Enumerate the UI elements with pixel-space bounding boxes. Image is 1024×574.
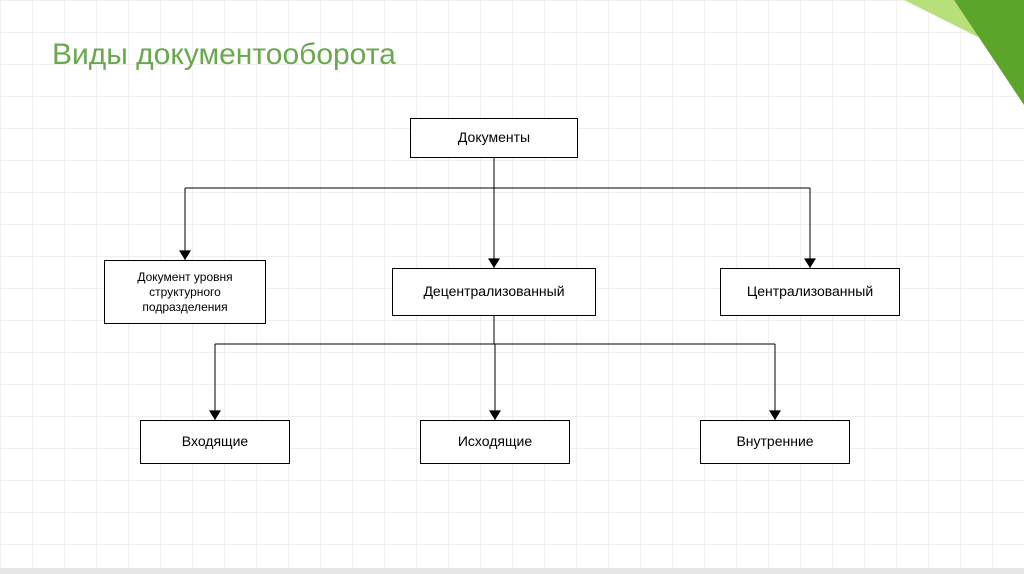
bottom-bar [0, 568, 1024, 574]
node-out: Исходящие [420, 420, 570, 464]
node-cent: Централизованный [720, 268, 900, 316]
node-struct: Документ уровняструктурногоподразделения [104, 260, 266, 324]
node-in: Входящие [140, 420, 290, 464]
slide-title: Виды документооборота [52, 38, 396, 72]
corner-accent [844, 0, 1024, 140]
node-root: Документы [410, 118, 578, 158]
node-decent: Децентрализованный [392, 268, 596, 316]
node-int: Внутренние [700, 420, 850, 464]
